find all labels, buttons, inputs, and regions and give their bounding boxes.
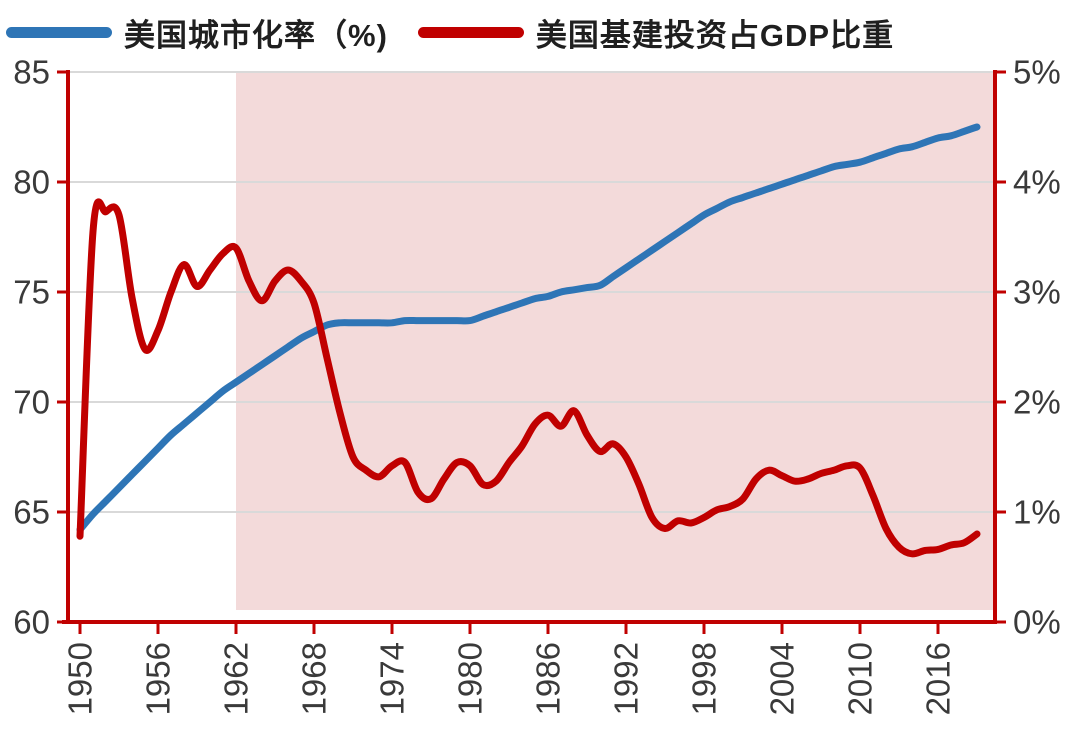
svg-text:1%: 1% [1013, 494, 1061, 531]
svg-text:85: 85 [13, 54, 50, 91]
svg-text:1980: 1980 [452, 642, 489, 715]
svg-text:1968: 1968 [296, 642, 333, 715]
legend-item-urbanization: 美国城市化率（%) [6, 10, 388, 55]
svg-text:2004: 2004 [764, 642, 801, 715]
svg-text:1998: 1998 [686, 642, 723, 715]
axes [62, 70, 997, 624]
svg-text:1986: 1986 [530, 642, 567, 715]
svg-text:1956: 1956 [140, 642, 177, 715]
legend-line-red-icon [417, 27, 524, 38]
svg-text:4%: 4% [1013, 164, 1061, 201]
series-line-infrastructure [76, 198, 981, 558]
series-line-urbanization [76, 123, 981, 534]
svg-text:2010: 2010 [842, 642, 879, 715]
gridlines [68, 71, 995, 513]
svg-text:75: 75 [13, 274, 50, 311]
axis-labels: 60 65 70 75 80 85 0% 1% 2% 3% 4% 5% 1950 1956 1962 1968… [13, 54, 1060, 716]
svg-text:1962: 1962 [218, 642, 255, 715]
legend-line-blue-icon [6, 27, 112, 38]
svg-text:60: 60 [13, 604, 50, 641]
svg-text:5%: 5% [1013, 54, 1061, 91]
axis-ticks [57, 70, 1006, 634]
svg-text:1950: 1950 [62, 642, 99, 715]
legend-label-urbanization: 美国城市化率（%) [124, 18, 388, 53]
svg-text:3%: 3% [1013, 274, 1061, 311]
svg-text:65: 65 [13, 494, 50, 531]
svg-text:80: 80 [13, 164, 50, 201]
legend-item-infrastructure: 美国基建投资占GDP比重 [417, 10, 895, 55]
legend-label-infrastructure: 美国基建投资占GDP比重 [535, 18, 895, 53]
svg-text:0%: 0% [1013, 604, 1061, 641]
svg-text:2016: 2016 [920, 642, 957, 715]
series-lines [76, 123, 981, 558]
svg-text:1974: 1974 [374, 642, 411, 715]
svg-text:1992: 1992 [608, 642, 645, 715]
svg-text:70: 70 [13, 384, 50, 421]
chart-legend: 美国城市化率（%) 美国基建投资占GDP比重 [6, 10, 894, 55]
svg-text:2%: 2% [1013, 384, 1061, 421]
